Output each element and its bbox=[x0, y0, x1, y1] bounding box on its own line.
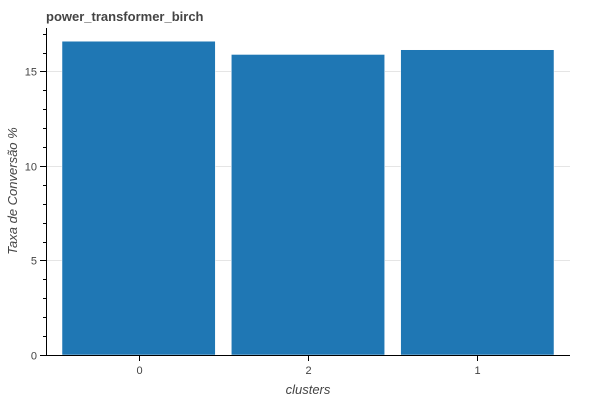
x-tick-label: 2 bbox=[305, 365, 311, 377]
ticks-layer: 0 5 10 15 0 2 1 bbox=[25, 34, 481, 377]
bar[interactable] bbox=[61, 40, 216, 356]
chart-title: power_transformer_birch bbox=[46, 9, 204, 24]
bar[interactable] bbox=[231, 54, 385, 356]
bar[interactable] bbox=[400, 49, 555, 356]
y-tick-label: 15 bbox=[25, 67, 37, 79]
y-tick-label: 10 bbox=[25, 162, 37, 174]
y-tick-label: 5 bbox=[31, 256, 37, 268]
x-tick-label: 1 bbox=[474, 365, 480, 377]
bars-layer bbox=[61, 40, 555, 356]
x-tick-label: 0 bbox=[136, 365, 142, 377]
x-axis-label: clusters bbox=[286, 382, 331, 397]
y-tick-label: 0 bbox=[31, 351, 37, 363]
y-axis-label: Taxa de Conversão % bbox=[5, 127, 20, 254]
